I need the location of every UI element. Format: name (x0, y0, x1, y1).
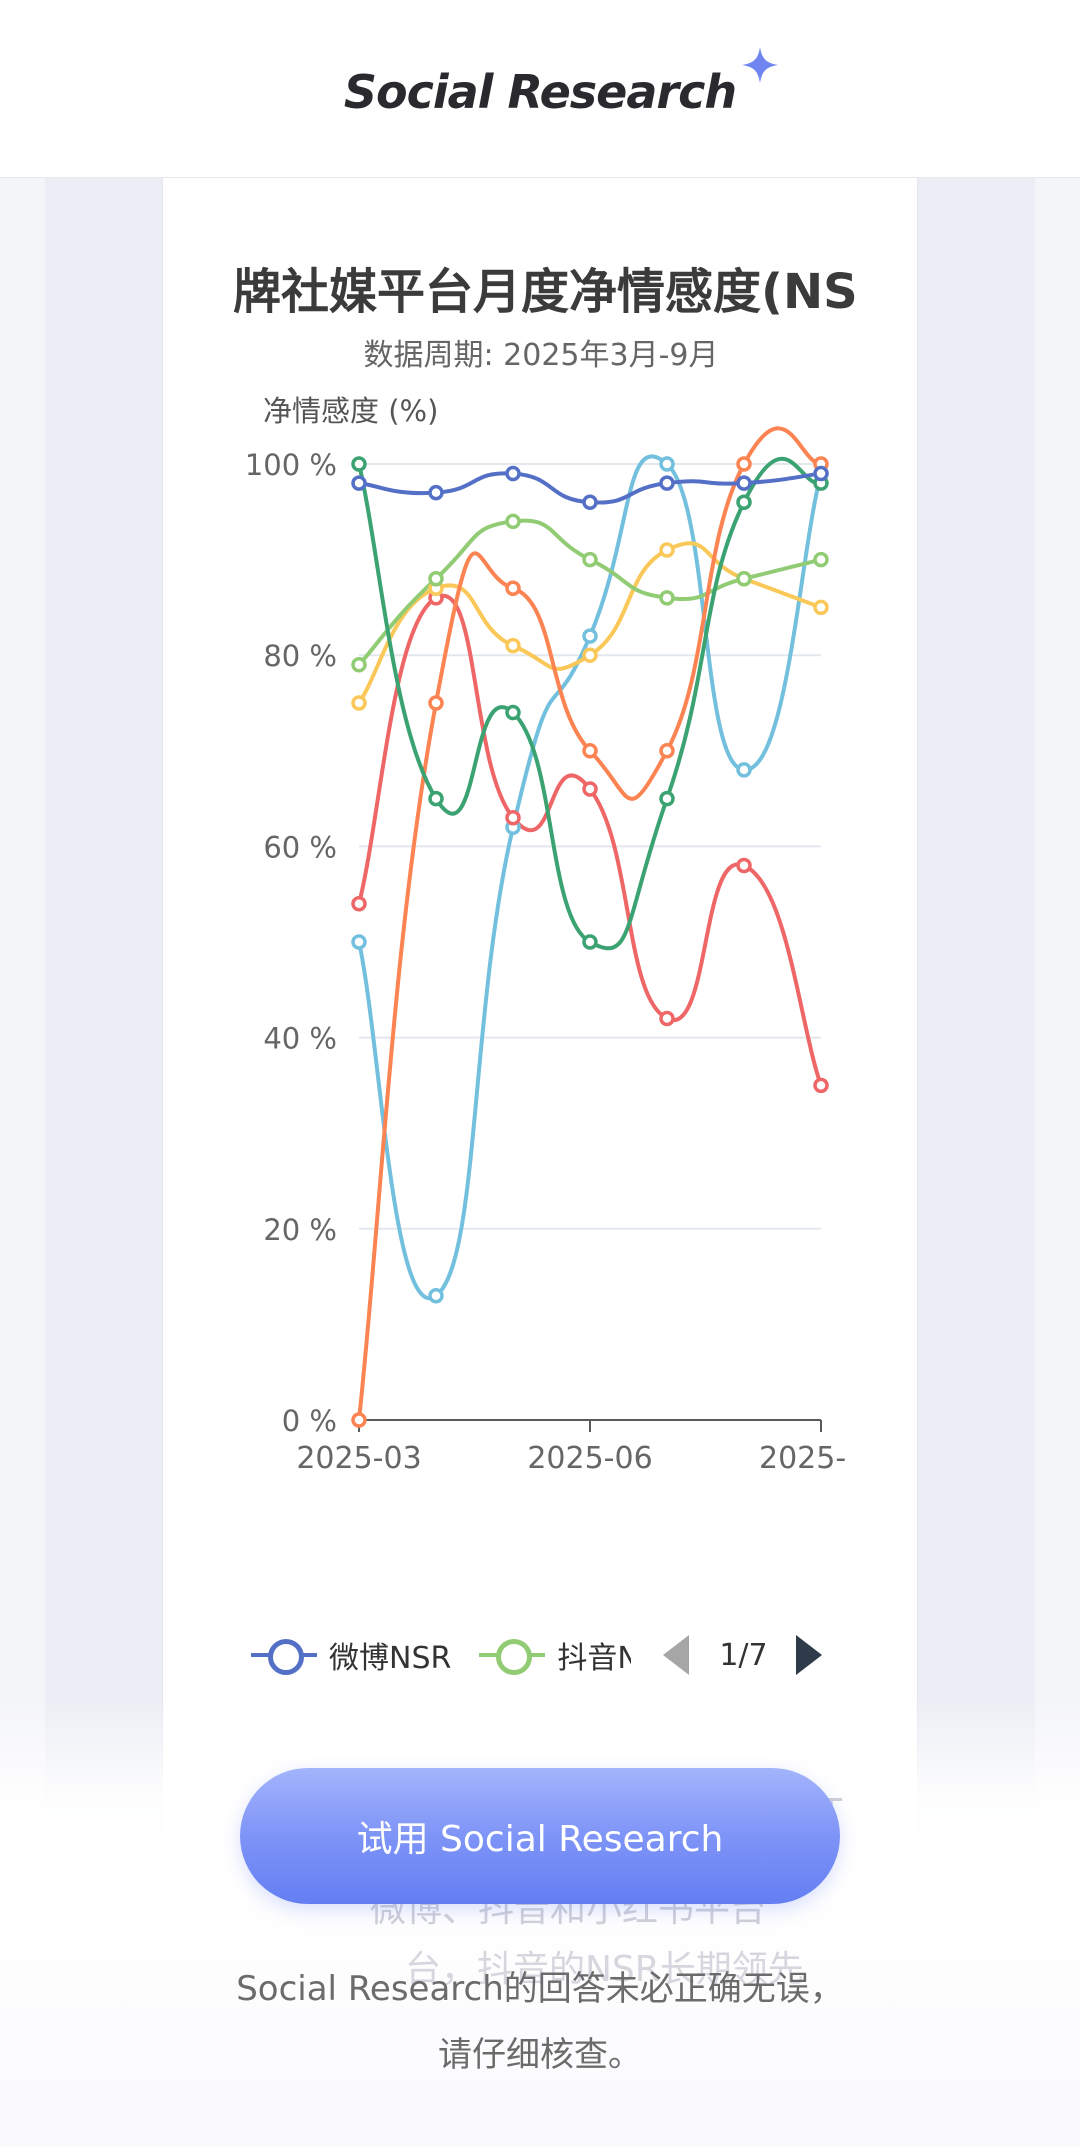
try-social-research-button[interactable]: 试用 Social Research (240, 1768, 840, 1904)
y-tick-label: 0 % (282, 1404, 337, 1438)
data-point (661, 544, 673, 556)
data-point (507, 812, 519, 824)
data-point (507, 582, 519, 594)
app-header: Social Research (0, 0, 1080, 178)
data-point (738, 477, 750, 489)
data-point (353, 697, 365, 709)
data-point (584, 649, 596, 661)
data-point (507, 640, 519, 652)
data-point (353, 659, 365, 671)
data-point (661, 477, 673, 489)
pager-prev-icon[interactable] (663, 1635, 689, 1675)
disclaimer: Social Research的回答未必正确无误， 请仔细核查。 (0, 1956, 1080, 2088)
y-tick-label: 40 % (263, 1022, 337, 1056)
data-point (661, 745, 673, 757)
data-point (353, 898, 365, 910)
x-tick-label: 2025- (759, 1441, 846, 1476)
data-point (815, 468, 827, 480)
x-tick-label: 2025-06 (527, 1441, 652, 1476)
data-point (430, 573, 442, 585)
data-point (661, 458, 673, 470)
data-point (815, 554, 827, 566)
disclaimer-line-2: 请仔细核查。 (0, 2022, 1080, 2088)
data-point (584, 936, 596, 948)
data-point (815, 1079, 827, 1091)
data-point (430, 697, 442, 709)
data-point (738, 458, 750, 470)
legend-label-weibo: 微博NSR (329, 1633, 451, 1677)
data-point (584, 630, 596, 642)
data-point (738, 573, 750, 585)
data-point (738, 860, 750, 872)
data-point (584, 745, 596, 757)
disclaimer-line-1: Social Research的回答未必正确无误， (0, 1956, 1080, 2022)
data-point (507, 707, 519, 719)
series-line-3 (359, 596, 821, 1086)
legend-pager: 1/7 (663, 1635, 821, 1675)
data-point (507, 468, 519, 480)
legend-label-douyin: 抖音N (557, 1633, 631, 1677)
legend-item-douyin[interactable]: 抖音N (479, 1633, 631, 1677)
brand-name: Social Research (344, 65, 736, 119)
data-point (584, 783, 596, 795)
y-tick-label: 100 % (245, 448, 337, 482)
data-point (353, 458, 365, 470)
data-point (430, 793, 442, 805)
data-point (584, 496, 596, 508)
data-point (353, 1414, 365, 1426)
legend-item-weibo[interactable]: 微博NSR (251, 1633, 451, 1677)
legend-marker-weibo (251, 1637, 317, 1673)
data-point (353, 936, 365, 948)
pager-status: 1/7 (719, 1638, 767, 1673)
sparkle-icon (740, 45, 780, 85)
brand-logo: Social Research (344, 65, 736, 119)
legend-marker-douyin (479, 1637, 545, 1673)
data-point (661, 793, 673, 805)
data-point (430, 487, 442, 499)
data-point (738, 496, 750, 508)
data-point (584, 554, 596, 566)
y-tick-label: 20 % (263, 1213, 337, 1247)
chart-legend: 微博NSR 抖音N 1/7 (251, 1625, 851, 1685)
data-point (738, 764, 750, 776)
y-tick-label: 80 % (263, 639, 337, 673)
data-point (661, 592, 673, 604)
x-tick-label: 2025-03 (296, 1441, 421, 1476)
data-point (353, 477, 365, 489)
data-point (507, 515, 519, 527)
y-tick-label: 60 % (263, 830, 337, 864)
pager-next-icon[interactable] (796, 1635, 822, 1675)
data-point (430, 1290, 442, 1302)
data-point (815, 601, 827, 613)
data-point (661, 1012, 673, 1024)
